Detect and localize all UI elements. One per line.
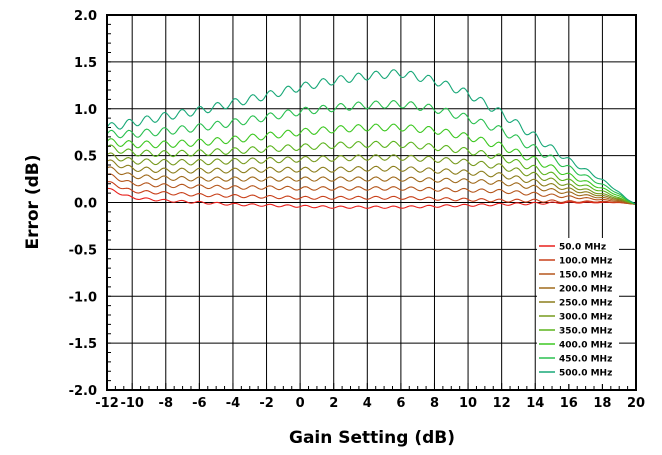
y-axis-title: Error (dB) [23,154,43,249]
x-tick-label: -2 [259,396,273,411]
legend: 50.0 MHz 100.0 MHz 150.0 MHz 200.0 MHz 250.0… [537,238,619,384]
x-tick-label: 8 [430,396,439,411]
legend-label: 400.0 MHz [559,341,612,351]
x-tick-label: 12 [493,396,511,411]
legend-label: 500.0 MHz [559,369,612,379]
legend-label: 100.0 MHz [559,257,612,267]
x-tick-label: 18 [593,396,611,411]
x-axis-title: Gain Setting (dB) [289,428,455,448]
y-tick-label: -0.5 [69,243,97,258]
x-tick-label: 2 [329,396,338,411]
y-tick-label: -1.5 [69,337,97,352]
x-tick-label: 14 [526,396,544,411]
series-layer [106,69,637,209]
x-tick-label: 6 [396,396,405,411]
legend-label: 50.0 MHz [559,243,606,253]
series-line-150-0-mhz [106,173,637,205]
legend-label: 300.0 MHz [559,313,612,323]
tick-layer: -12 -10 -8 -6 -4 -2 0 2 4 6 8 10 12 14 16 18 20 -2.0 -1.5 -… [69,9,645,411]
x-tick-label: 0 [296,396,305,411]
legend-label: 450.0 MHz [559,355,612,365]
legend-label: 250.0 MHz [559,299,612,309]
y-tick-label: -1.0 [69,290,97,305]
x-tick-label: -4 [226,396,240,411]
series-line-100-0-mhz [106,181,637,205]
legend-label: 200.0 MHz [559,285,612,295]
x-tick-label: -10 [120,396,144,411]
y-tick-label: 1.0 [74,103,97,118]
legend-box [537,238,619,384]
series-line-350-0-mhz [106,140,637,205]
series-line-400-0-mhz [106,123,637,205]
y-tick-label: 1.5 [74,56,97,71]
x-tick-label: 20 [627,396,645,411]
legend-label: 350.0 MHz [559,327,612,337]
x-tick-label: -8 [159,396,173,411]
series-line-500-0-mhz [106,69,637,205]
x-tick-label: 10 [459,396,477,411]
x-tick-label: -6 [192,396,206,411]
y-tick-label: 0.5 [74,150,97,165]
legend-label: 150.0 MHz [559,271,612,281]
series-line-300-0-mhz [106,152,637,205]
y-tick-label: -2.0 [69,384,97,399]
y-tick-label: 2.0 [74,9,97,24]
x-tick-label: 16 [560,396,578,411]
y-tick-label: 0.0 [74,197,97,212]
x-tick-label: 4 [363,396,372,411]
x-tick-label: -12 [95,396,119,411]
series-line-250-0-mhz [106,159,637,205]
series-line-200-0-mhz [106,166,637,205]
series-line-50-0-mhz [106,187,637,209]
series-line-450-0-mhz [106,100,637,205]
